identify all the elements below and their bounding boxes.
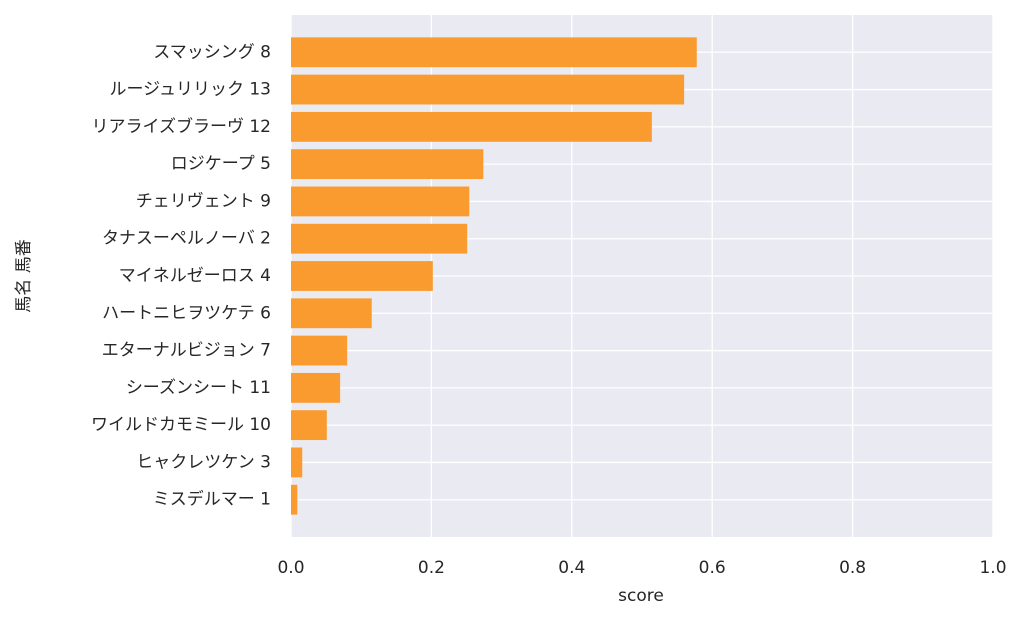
bar (291, 37, 697, 68)
y-axis-title: 馬名 馬番 (14, 239, 34, 312)
y-tick-label: エターナルビジョン 7 (102, 341, 271, 361)
bar (291, 74, 685, 105)
y-tick-label: ミスデルマー 1 (153, 489, 271, 510)
bar (291, 372, 341, 403)
bar (291, 447, 303, 478)
bar (291, 149, 484, 180)
y-tick-label: ヒャクレツケン 3 (136, 452, 271, 472)
x-axis-title: score (618, 586, 664, 606)
x-tick-label: 0.2 (418, 558, 445, 578)
bar (291, 298, 372, 329)
x-tick-label: 0.0 (277, 558, 304, 578)
y-tick-label: スマッシング 8 (153, 42, 271, 62)
y-tick-label: マイネルゼーロス 4 (119, 266, 271, 286)
x-tick-label: 0.8 (839, 558, 866, 578)
bar (291, 261, 433, 291)
y-tick-label: ルージュリリック 13 (109, 80, 271, 100)
bar (291, 335, 348, 366)
bar (291, 484, 298, 515)
bar (291, 410, 327, 441)
y-tick-label: リアライズブラーヴ 12 (91, 116, 271, 137)
bar (291, 223, 468, 254)
y-tick-label: シーズンシート 11 (126, 378, 271, 398)
x-tick-label: 0.4 (558, 558, 585, 578)
y-tick-label: ロジケープ 5 (171, 154, 271, 174)
x-tick-label: 0.6 (699, 558, 726, 578)
bar (291, 111, 652, 142)
y-tick-label: ワイルドカモミール 10 (91, 415, 271, 435)
y-tick-label: チェリヴェント 9 (136, 191, 271, 211)
x-tick-label: 1.0 (979, 558, 1006, 578)
bar (291, 186, 470, 217)
y-tick-label: ハートニヒヲツケテ 6 (102, 303, 271, 323)
y-tick-label: タナスーペルノーバ 2 (102, 229, 271, 249)
